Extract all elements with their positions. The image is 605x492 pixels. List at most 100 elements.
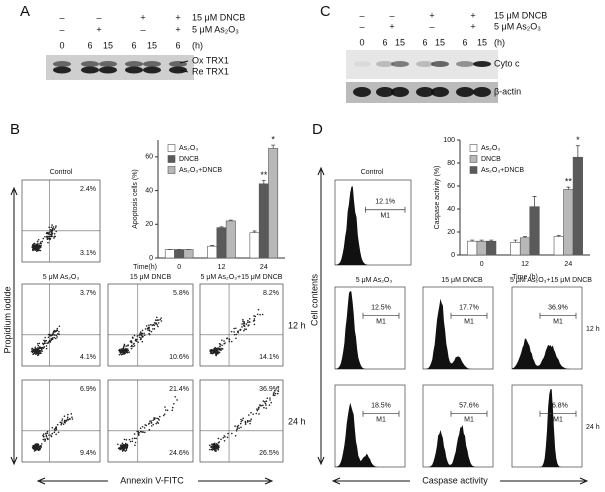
event-dot	[216, 447, 219, 450]
event-dot	[172, 403, 175, 405]
event-dot	[220, 438, 222, 441]
blot	[346, 50, 498, 79]
event-dot	[44, 336, 47, 339]
error-bar	[219, 226, 224, 228]
band	[53, 61, 71, 67]
event-dot	[150, 421, 153, 424]
event-dot	[139, 338, 142, 341]
event-dot	[55, 230, 58, 233]
event-dot	[42, 347, 45, 349]
event-dot	[247, 321, 249, 324]
event-dot	[241, 323, 243, 325]
event-dot	[58, 330, 60, 333]
event-dot	[139, 427, 142, 430]
event-dot	[61, 418, 64, 420]
event-dot	[34, 247, 37, 249]
event-dot	[57, 333, 59, 335]
gate-marker	[362, 312, 400, 319]
event-dot	[48, 232, 50, 235]
event-dot	[154, 322, 157, 325]
quadrant-percent: 14.1%	[259, 354, 279, 361]
event-dot	[234, 425, 236, 427]
y-tick-label: 40	[145, 187, 153, 194]
event-dot	[46, 235, 48, 238]
event-dot	[125, 449, 128, 451]
error-bar	[523, 236, 527, 238]
event-dot	[40, 241, 42, 243]
event-dot	[49, 235, 52, 238]
event-dot	[255, 412, 258, 415]
event-dot	[236, 427, 239, 429]
event-dot	[130, 339, 132, 342]
histogram	[335, 291, 405, 369]
event-dot	[258, 413, 260, 415]
event-dot	[60, 423, 62, 426]
event-dot	[123, 343, 126, 346]
quadrant-percent: 21.4%	[169, 386, 189, 393]
event-dot	[157, 322, 160, 324]
quadrant-percent: 3.1%	[80, 250, 96, 257]
treatment-sign: +	[470, 10, 475, 20]
event-dot	[125, 438, 128, 441]
gate-name: M1	[464, 319, 474, 326]
event-dot	[274, 392, 277, 395]
gate-marker	[539, 312, 577, 319]
y-tick-label: 20	[145, 221, 153, 228]
event-dot	[40, 346, 42, 349]
event-dot	[52, 330, 55, 333]
event-dot	[270, 401, 273, 404]
event-dot	[51, 227, 54, 230]
event-dot	[212, 448, 215, 450]
event-dot	[34, 349, 36, 352]
y-tick-label: 60	[447, 183, 455, 190]
event-dot	[244, 420, 247, 423]
event-dot	[133, 344, 136, 347]
event-dot	[213, 350, 215, 352]
event-dot	[45, 345, 48, 347]
event-dot	[49, 228, 52, 231]
event-dot	[150, 323, 152, 326]
gate-name: M1	[376, 417, 386, 424]
event-dot	[53, 336, 56, 339]
event-dot	[37, 248, 40, 251]
event-dot	[273, 391, 275, 394]
event-dot	[50, 434, 52, 437]
event-dot	[253, 318, 256, 320]
treatment-sign: +	[389, 21, 394, 31]
event-dot	[40, 242, 42, 245]
event-dot	[56, 327, 59, 330]
event-dot	[134, 444, 136, 447]
event-dot	[49, 340, 52, 342]
event-dot	[33, 351, 36, 354]
treatment-sign: –	[359, 21, 364, 31]
time-unit: (h)	[494, 37, 505, 47]
bar	[529, 206, 540, 256]
event-dot	[146, 327, 149, 330]
lane-time: 6	[422, 37, 427, 47]
event-dot	[211, 349, 214, 351]
event-dot	[243, 328, 246, 330]
event-dot	[48, 226, 50, 229]
panel-label: C	[320, 3, 331, 20]
event-dot	[36, 243, 39, 246]
legend-label: As₂O₃	[481, 145, 500, 152]
event-dot	[158, 419, 160, 421]
event-dot	[163, 413, 166, 415]
event-dot	[156, 324, 159, 326]
event-dot	[265, 404, 267, 406]
event-dot	[121, 351, 124, 354]
histogram	[335, 186, 411, 265]
event-dot	[138, 334, 140, 336]
event-dot	[233, 331, 235, 333]
event-dot	[244, 423, 247, 425]
legend-swatch	[469, 144, 478, 152]
band	[456, 87, 474, 97]
error-bar	[261, 180, 266, 184]
event-dot	[53, 431, 56, 434]
event-dot	[43, 339, 45, 342]
event-dot	[223, 340, 225, 342]
event-dot	[34, 446, 36, 448]
event-dot	[153, 418, 156, 421]
event-dot	[272, 393, 275, 395]
lane-time: 15	[435, 37, 445, 47]
